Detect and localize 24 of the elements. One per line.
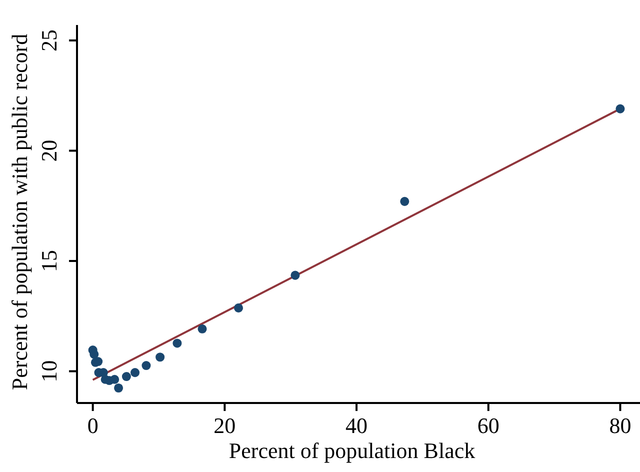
point <box>114 384 124 393</box>
x-tick-label: 80 <box>609 412 632 438</box>
point <box>130 368 140 378</box>
point <box>290 270 300 280</box>
point <box>142 361 151 370</box>
y-tick-label: 25 <box>36 29 62 52</box>
point <box>400 196 410 206</box>
point <box>198 324 207 334</box>
point <box>156 352 165 362</box>
x-tick-label: 0 <box>87 412 98 438</box>
point <box>172 338 182 348</box>
x-tick-label: 60 <box>477 412 500 438</box>
point <box>90 350 99 359</box>
y-tick-label: 15 <box>36 250 62 272</box>
point <box>122 372 131 382</box>
point <box>234 303 244 312</box>
point <box>616 104 625 114</box>
x-tick-label: 40 <box>346 412 368 438</box>
point <box>110 374 120 384</box>
x-tick-label: 20 <box>214 412 236 438</box>
x-axis-title: Percent of population Black <box>228 438 476 464</box>
y-tick-label: 10 <box>36 360 62 382</box>
y-tick-label: 20 <box>36 140 62 162</box>
y-axis-title: Percent of population with public record <box>7 34 33 390</box>
